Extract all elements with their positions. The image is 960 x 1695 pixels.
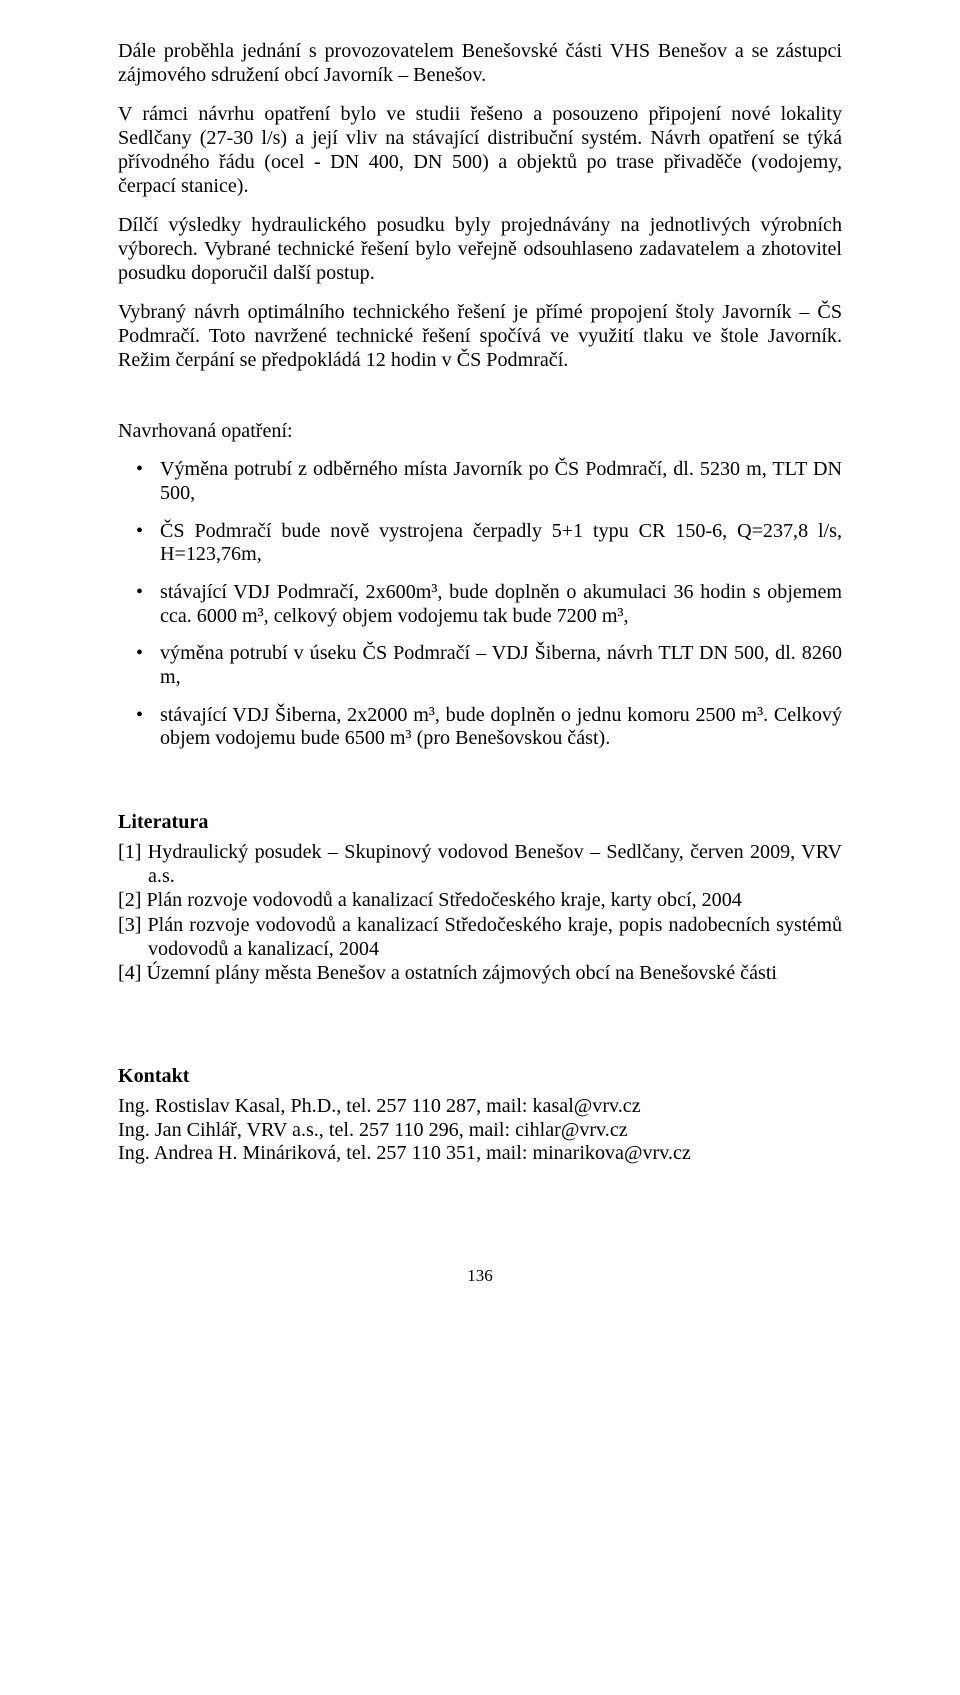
bullet-item: ČS Podmračí bude nově vystrojena čerpadl… (118, 520, 842, 567)
bullet-item: stávající VDJ Podmračí, 2x600m³, bude do… (118, 581, 842, 628)
proposed-measures-label: Navrhovaná opatření: (118, 420, 842, 444)
contact-line: Ing. Rostislav Kasal, Ph.D., tel. 257 11… (118, 1095, 842, 1119)
bullet-item: výměna potrubí v úseku ČS Podmračí – VDJ… (118, 642, 842, 689)
page-number: 136 (118, 1266, 842, 1286)
literature-heading: Literatura (118, 811, 842, 835)
proposed-measures-list: Výměna potrubí z odběrného místa Javorní… (118, 458, 842, 751)
reference-item: [3] Plán rozvoje vodovodů a kanalizací S… (118, 914, 842, 961)
reference-item: [2] Plán rozvoje vodovodů a kanalizací S… (118, 889, 842, 913)
document-page: Dále proběhla jednání s provozovatelem B… (0, 0, 960, 1695)
bullet-item: Výměna potrubí z odběrného místa Javorní… (118, 458, 842, 505)
paragraph-2: V rámci návrhu opatření bylo ve studii ř… (118, 103, 842, 198)
contact-line: Ing. Andrea H. Mináriková, tel. 257 110 … (118, 1142, 842, 1166)
contact-heading: Kontakt (118, 1065, 842, 1089)
paragraph-4: Vybraný návrh optimálního technického ře… (118, 301, 842, 372)
paragraph-3: Dílčí výsledky hydraulického posudku byl… (118, 214, 842, 285)
reference-item: [4] Územní plány města Benešov a ostatní… (118, 962, 842, 986)
contact-line: Ing. Jan Cihlář, VRV a.s., tel. 257 110 … (118, 1119, 842, 1143)
paragraph-1: Dále proběhla jednání s provozovatelem B… (118, 40, 842, 87)
reference-item: [1] Hydraulický posudek – Skupinový vodo… (118, 841, 842, 888)
bullet-item: stávající VDJ Šiberna, 2x2000 m³, bude d… (118, 704, 842, 751)
